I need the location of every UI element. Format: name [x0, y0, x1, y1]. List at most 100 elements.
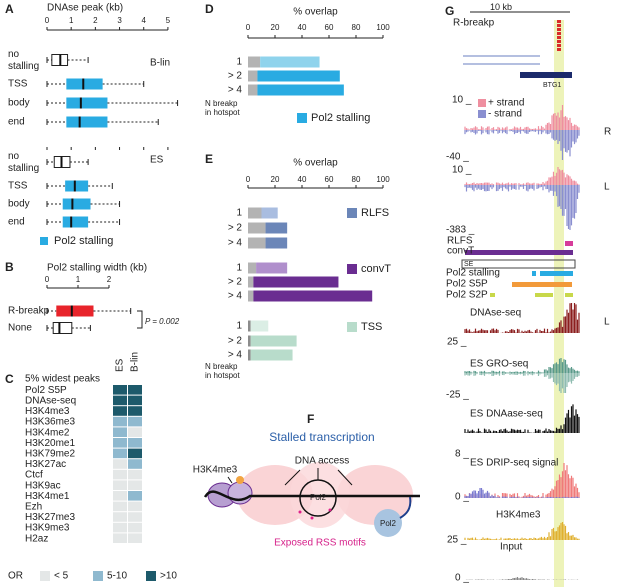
- row-label: Ctcf: [25, 470, 43, 481]
- row-label: H3K4me2: [25, 427, 70, 438]
- heatmap-cell: [113, 395, 127, 406]
- bar-segment: [257, 70, 340, 82]
- row-label: H3K79me2: [25, 449, 75, 460]
- heatmap-cell: [113, 480, 127, 490]
- heatmap-cell: [128, 385, 142, 395]
- category-label: > 4: [228, 238, 243, 249]
- x-tick-label: 20: [271, 23, 280, 32]
- track-label: 0 _: [455, 573, 469, 584]
- heatmap-cell: [113, 459, 127, 469]
- track-label: Input: [500, 542, 522, 553]
- box: [66, 78, 103, 90]
- diagram-label: Pol2: [310, 493, 327, 502]
- heatmap-cell: [113, 427, 127, 437]
- box: [65, 180, 89, 192]
- legend-label: >10: [160, 571, 177, 582]
- row-label: H3K27ac: [25, 459, 66, 470]
- track-label: L: [604, 317, 610, 328]
- axis-note: N breakp in hotspot: [205, 99, 240, 117]
- box: [62, 216, 89, 228]
- axis-note: N breakp in hotspot: [205, 362, 240, 380]
- axis-title: Pol2 stalling width (kb): [47, 263, 147, 274]
- track-label: SE: [464, 261, 474, 268]
- bar-segment: [261, 207, 278, 219]
- heatmap-cell: [128, 406, 142, 416]
- signal-track: [464, 373, 580, 393]
- track-label: - strand: [488, 109, 522, 120]
- bar-segment: [250, 320, 269, 332]
- legend-label: RLFS: [361, 207, 389, 219]
- x-tick-label: 0: [45, 275, 50, 284]
- legend-label: Pol2 stalling: [54, 235, 113, 247]
- heatmap-cell: [113, 469, 127, 480]
- heatmap-cell: [113, 438, 127, 448]
- legend-swatch: [347, 322, 357, 332]
- breakpoint-mark: [557, 32, 561, 35]
- track-label: ES GRO-seq: [470, 359, 528, 370]
- column-label: B-lin: [130, 352, 141, 372]
- heatmap-cell: [128, 480, 142, 490]
- pol2-s2p: [490, 293, 495, 297]
- category-label: body: [8, 199, 30, 210]
- category-label: R-breakp: [8, 306, 50, 317]
- box: [52, 322, 73, 334]
- category-label: > 2: [228, 71, 243, 82]
- heatmap-cell: [128, 395, 142, 406]
- bar-segment: [248, 290, 254, 302]
- axis-title: % overlap: [293, 7, 338, 18]
- track-label: DNAse-seq: [470, 308, 521, 319]
- bar-segment: [248, 335, 251, 347]
- legend-swatch: [347, 208, 357, 218]
- rlfs: [565, 241, 573, 246]
- bar-segment: [248, 276, 254, 288]
- legend-label: Pol2 stalling: [311, 112, 370, 124]
- column-label: ES: [115, 358, 126, 372]
- bar-segment: [253, 290, 373, 302]
- heatmap-cell: [113, 385, 127, 395]
- track-label: 10 _: [452, 95, 472, 106]
- signal-track: [464, 577, 580, 580]
- track-label: H3K4me3: [496, 510, 541, 521]
- heatmap-cell: [113, 406, 127, 416]
- category-label: no stalling: [8, 49, 39, 72]
- heatmap-cell: [128, 459, 142, 469]
- track-label: R: [604, 127, 611, 138]
- category-label: > 2: [228, 223, 243, 234]
- heatmap-cell: [113, 491, 127, 501]
- category-label: TSS: [8, 79, 28, 90]
- x-tick-label: 2: [107, 275, 112, 284]
- bar-segment: [257, 84, 344, 96]
- track-label: + strand: [488, 98, 524, 109]
- bracket: [137, 310, 143, 329]
- row-label: H3K9ac: [25, 480, 61, 491]
- row-label: DNAse-seq: [25, 396, 76, 407]
- category-label: > 2: [228, 336, 243, 347]
- bar-segment: [265, 222, 288, 234]
- x-tick-label: 40: [298, 175, 307, 184]
- x-tick-label: 100: [376, 23, 390, 32]
- bar-segment: [248, 349, 251, 361]
- pol2-stalling: [540, 271, 573, 276]
- bar-segment: [260, 56, 320, 68]
- signal-track: [464, 167, 580, 185]
- legend-label: < 5: [54, 571, 69, 582]
- category-label: 1: [236, 57, 242, 68]
- x-tick-label: 5: [166, 16, 171, 25]
- box: [62, 198, 91, 210]
- category-label: end: [8, 217, 25, 228]
- heatmap-cell: [113, 522, 127, 533]
- legend-title: OR: [8, 571, 23, 582]
- panel-letter: D: [205, 2, 214, 16]
- category-label: body: [8, 98, 30, 109]
- category-label: None: [8, 323, 32, 334]
- track-label: 25 _: [447, 337, 467, 348]
- heatmap-cell: [113, 416, 127, 427]
- x-tick-label: 1: [69, 16, 74, 25]
- category-label: end: [8, 117, 25, 128]
- group-label: ES: [150, 155, 164, 166]
- heatmap-cell: [128, 501, 142, 512]
- convt: [465, 250, 573, 255]
- x-tick-label: 0: [246, 23, 251, 32]
- track-label: ES DNAase-seq: [470, 409, 543, 420]
- track-label: RLFS: [447, 236, 473, 247]
